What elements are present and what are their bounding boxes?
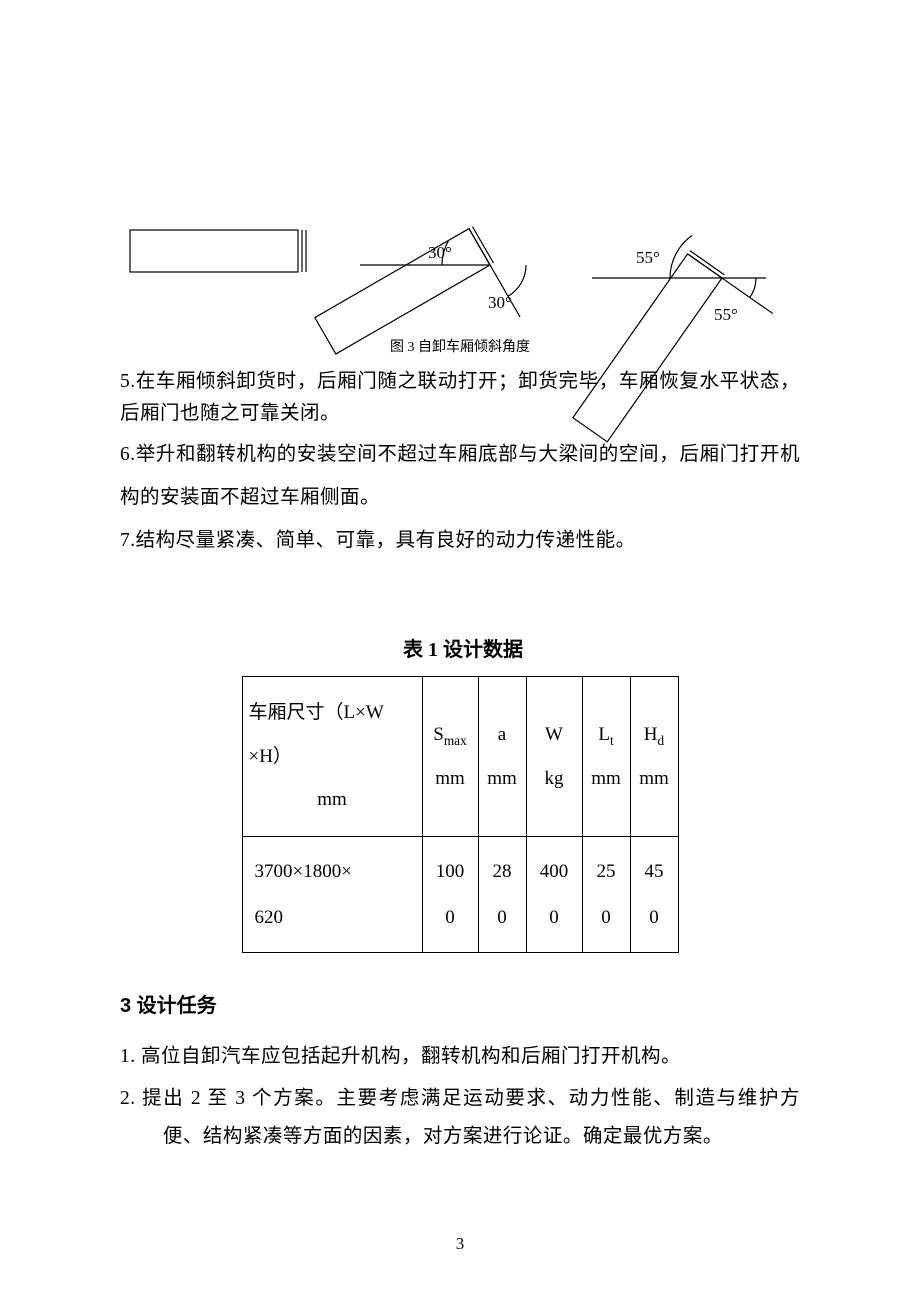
- th-c1-s: max: [444, 733, 467, 748]
- td-c4-l1: 25: [597, 861, 616, 882]
- angle-55-upper: 55°: [636, 248, 660, 267]
- angle-30-upper: 30°: [428, 243, 452, 262]
- table-row: 3700×1800× 620 100 0 28 0 400 0 25 0 45 …: [242, 837, 678, 953]
- table-header-smax: Smax mm: [422, 677, 478, 837]
- table-header-hd: Hd mm: [630, 677, 678, 837]
- td-c5-l1: 45: [645, 861, 664, 882]
- angle-55-lower: 55°: [714, 305, 738, 324]
- cell-dimensions: 3700×1800× 620: [242, 837, 422, 953]
- figure-3-diagram: 30° 30° 55° 55°: [120, 130, 800, 330]
- td-c0-l2: 620: [255, 907, 284, 928]
- th-c1-l: S: [433, 724, 444, 745]
- th-c5-s: d: [658, 733, 665, 748]
- task-item-2: 2. 提出 2 至 3 个方案。主要考虑满足运动要求、动力性能、制造与维护方便、…: [120, 1080, 800, 1156]
- table-1-title: 表 1 设计数据: [126, 633, 800, 662]
- angle-30-lower: 30°: [488, 293, 512, 312]
- th-c5-u: mm: [637, 757, 672, 801]
- th-c4-s: t: [610, 733, 614, 748]
- cell-a: 28 0: [478, 837, 526, 953]
- paragraph-5: 5.在车厢倾斜卸货时，后厢门随之联动打开；卸货完毕，车厢恢复水平状态，后厢门也随…: [120, 366, 800, 430]
- td-c3-l2: 0: [549, 907, 559, 928]
- th-c3-l: W: [533, 713, 576, 757]
- th-c5-l: H: [644, 724, 658, 745]
- section-3-heading: 3 设计任务: [120, 989, 800, 1018]
- cell-hd: 45 0: [630, 837, 678, 953]
- th-c1-u: mm: [429, 757, 472, 801]
- td-c1-l1: 100: [436, 861, 465, 882]
- cell-smax: 100 0: [422, 837, 478, 953]
- truck-tilt-diagram-svg: 30° 30° 55° 55°: [120, 130, 800, 330]
- cell-w: 400 0: [526, 837, 582, 953]
- td-c4-l2: 0: [601, 907, 611, 928]
- th-c2-u: mm: [485, 757, 520, 801]
- th-c0-l1: 车厢尺寸（L×W: [249, 702, 384, 723]
- td-c0-l1: 3700×1800×: [255, 861, 352, 882]
- table-header-lt: Lt mm: [582, 677, 630, 837]
- th-c0-l2: ×H）: [249, 746, 292, 767]
- td-c3-l1: 400: [540, 861, 569, 882]
- td-c2-l1: 28: [493, 861, 512, 882]
- paragraph-6: 6.举升和翻转机构的安装空间不超过车厢底部与大梁间的空间，后厢门打开机构的安装面…: [120, 434, 800, 520]
- th-c4-u: mm: [589, 757, 624, 801]
- page-number: 3: [0, 1234, 920, 1254]
- th-c0-unit: mm: [249, 778, 416, 822]
- task-item-1: 1. 高位自卸汽车应包括起升机构，翻转机构和后厢门打开机构。: [120, 1038, 800, 1076]
- th-c4-l: L: [598, 724, 610, 745]
- table-header-a: a mm: [478, 677, 526, 837]
- th-c2-l: a: [485, 713, 520, 757]
- td-c1-l2: 0: [445, 907, 455, 928]
- paragraph-7: 7.结构尽量紧凑、简单、可靠，具有良好的动力传递性能。: [120, 520, 800, 563]
- th-c3-u: kg: [533, 757, 576, 801]
- table-header-w: W kg: [526, 677, 582, 837]
- table-header-dimensions: 车厢尺寸（L×W ×H） mm: [242, 677, 422, 837]
- figure-3-caption: 图 3 自卸车厢倾斜角度: [120, 336, 800, 356]
- design-data-table: 车厢尺寸（L×W ×H） mm Smax mm a mm W kg Lt mm …: [242, 676, 679, 953]
- td-c2-l2: 0: [497, 907, 507, 928]
- td-c5-l2: 0: [649, 907, 659, 928]
- cell-lt: 25 0: [582, 837, 630, 953]
